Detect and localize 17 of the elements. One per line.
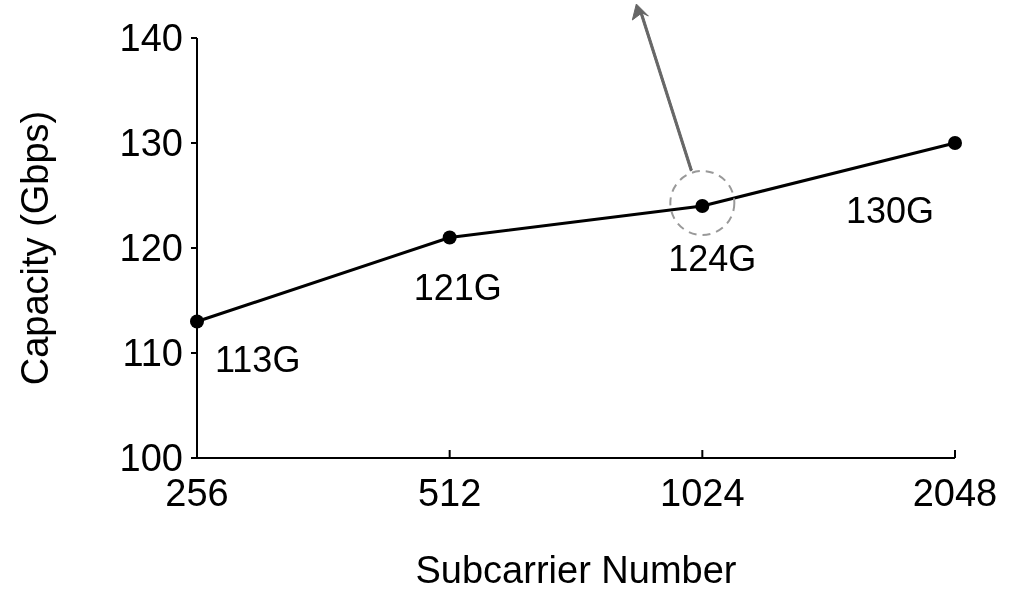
point xyxy=(190,314,204,329)
y-tick-label: 110 xyxy=(122,332,183,375)
y-tick-label: 140 xyxy=(119,17,183,60)
x-tick-label: 1024 xyxy=(660,472,745,514)
y-tick-label: 120 xyxy=(119,227,183,270)
x-tick-label: 2048 xyxy=(912,472,998,514)
data-label: 121G xyxy=(413,266,502,308)
data-label: 113G xyxy=(215,338,301,380)
y-tick-label: 130 xyxy=(119,122,183,165)
x-axis-title: Subcarrier Number xyxy=(415,549,737,591)
point xyxy=(948,136,962,150)
data-label: 130G xyxy=(845,190,935,231)
y-axis-title: Capacity (Gbps) xyxy=(14,110,56,386)
point xyxy=(442,230,457,245)
data-label: 124G xyxy=(668,238,757,279)
point xyxy=(695,199,710,213)
x-tick-label: 512 xyxy=(417,472,482,514)
